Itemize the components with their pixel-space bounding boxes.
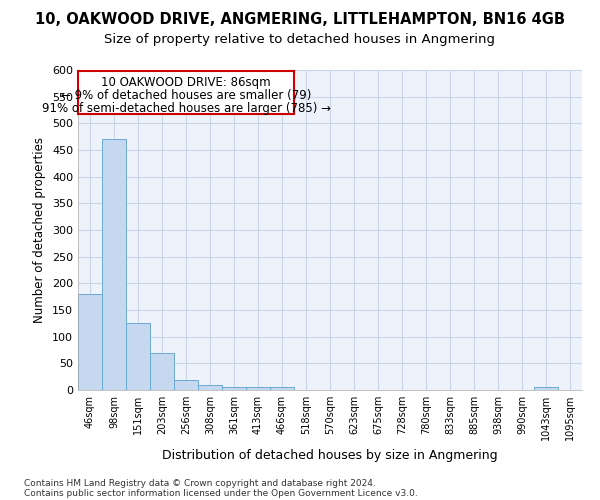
- Text: Contains public sector information licensed under the Open Government Licence v3: Contains public sector information licen…: [24, 488, 418, 498]
- X-axis label: Distribution of detached houses by size in Angmering: Distribution of detached houses by size …: [162, 448, 498, 462]
- Bar: [222, 387, 246, 390]
- Text: 10, OAKWOOD DRIVE, ANGMERING, LITTLEHAMPTON, BN16 4GB: 10, OAKWOOD DRIVE, ANGMERING, LITTLEHAMP…: [35, 12, 565, 28]
- Text: Size of property relative to detached houses in Angmering: Size of property relative to detached ho…: [104, 32, 496, 46]
- Bar: [270, 388, 294, 390]
- Bar: [150, 352, 174, 390]
- Bar: [174, 380, 198, 390]
- Bar: [198, 384, 222, 390]
- Text: ← 9% of detached houses are smaller (79): ← 9% of detached houses are smaller (79): [61, 89, 311, 102]
- Bar: [78, 294, 102, 390]
- Bar: [102, 140, 126, 390]
- Text: 10 OAKWOOD DRIVE: 86sqm: 10 OAKWOOD DRIVE: 86sqm: [101, 76, 271, 90]
- Y-axis label: Number of detached properties: Number of detached properties: [34, 137, 46, 323]
- Bar: [126, 324, 150, 390]
- Bar: [534, 388, 558, 390]
- FancyBboxPatch shape: [79, 71, 294, 114]
- Text: Contains HM Land Registry data © Crown copyright and database right 2024.: Contains HM Land Registry data © Crown c…: [24, 478, 376, 488]
- Bar: [246, 388, 270, 390]
- Text: 91% of semi-detached houses are larger (785) →: 91% of semi-detached houses are larger (…: [42, 102, 331, 115]
